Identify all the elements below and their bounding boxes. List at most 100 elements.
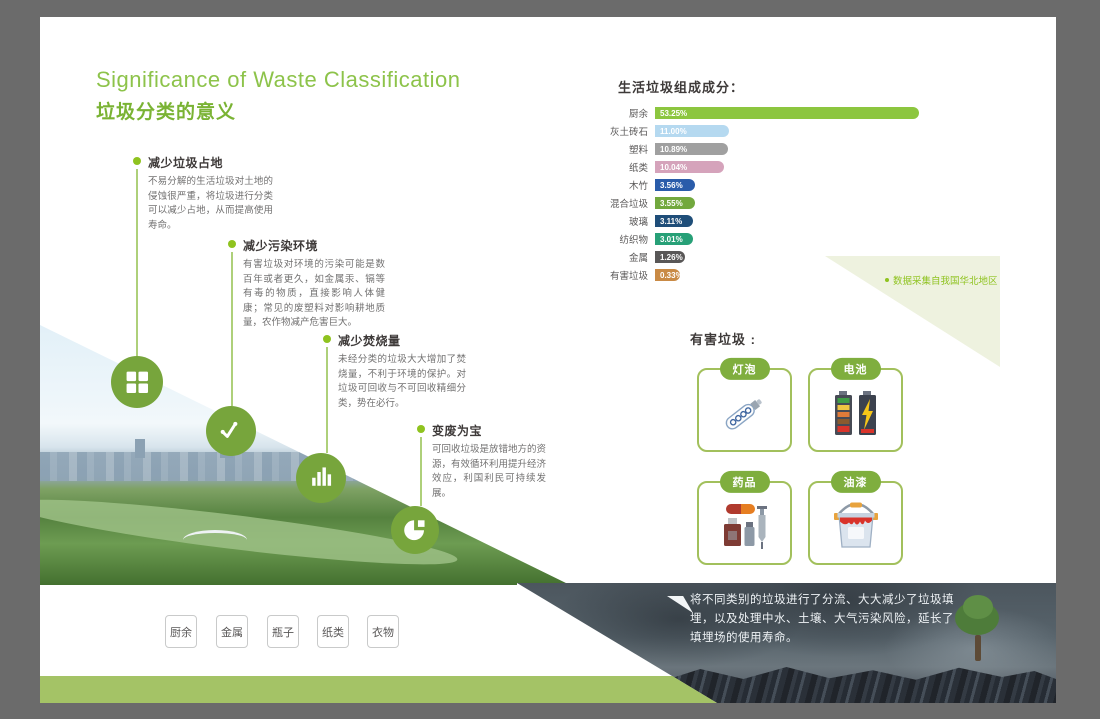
chart-row: 混合垃圾 3.55% xyxy=(578,197,919,210)
waste-composition-chart: 厨余 53.25% 灰土砖石 11.00% 塑料 10.89% 纸类 10.04… xyxy=(578,107,919,287)
chart-title: 生活垃圾组成成分： xyxy=(618,80,745,95)
timeline-body: 可回收垃圾是放错地方的资源，有效循环利用提升经济效应，利国利民可持续发展。 xyxy=(432,444,547,499)
battery-icon xyxy=(834,391,876,436)
chart-row: 有害垃圾 0.33% xyxy=(578,269,919,282)
timeline-line xyxy=(136,169,138,357)
bar-value: 3.11% xyxy=(660,216,683,226)
chart-row: 金属 1.26% xyxy=(578,251,919,264)
chart-row: 玻璃 3.11% xyxy=(578,215,919,228)
tag-kitchen-waste: 厨余 xyxy=(165,615,197,648)
bar: 3.11% xyxy=(655,215,693,227)
building-shape xyxy=(135,439,146,458)
chart-row: 纺织物 3.01% xyxy=(578,233,919,246)
card-label: 药品 xyxy=(719,470,770,493)
bar-value: 10.89% xyxy=(660,144,688,154)
timeline-circle-1 xyxy=(111,356,163,408)
tag-label: 瓶子 xyxy=(272,626,294,639)
timeline-circle-4 xyxy=(391,506,439,554)
bar-label: 金属 xyxy=(628,253,648,264)
timeline-line xyxy=(231,252,233,406)
bar: 3.56% xyxy=(655,179,695,191)
bar: 11.00% xyxy=(655,125,729,137)
bar-value: 3.01% xyxy=(660,234,683,244)
timeline-dot xyxy=(417,425,425,433)
bar-value: 11.00% xyxy=(660,126,687,136)
bar-label: 木竹 xyxy=(628,181,648,192)
hazard-section-title: 有害垃圾 : xyxy=(690,332,756,347)
trend-line-icon xyxy=(220,422,238,439)
bar: 53.25% xyxy=(655,107,919,119)
chart-row: 纸类 10.04% xyxy=(578,161,919,174)
tag-label: 纸类 xyxy=(322,626,344,639)
tree-trunk xyxy=(975,635,981,661)
bar-value: 53.25% xyxy=(660,108,688,118)
hazard-card-medicine: 药品 xyxy=(697,470,792,565)
bar-label: 塑料 xyxy=(628,145,648,156)
chart-row: 木竹 3.56% xyxy=(578,179,919,192)
timeline-body: 未经分类的垃圾大大增加了焚烧量，不利于环境的保护。对垃圾可回收与不可回收精细分类… xyxy=(338,354,466,409)
medicine-icon xyxy=(723,504,767,550)
tag-bottle: 瓶子 xyxy=(267,615,299,648)
poster-title-chinese: 垃圾分类的意义 xyxy=(96,102,237,123)
bar-label: 纺织物 xyxy=(619,235,648,246)
footer-caption: 将不同类别的垃圾进行了分流、大大减少了垃圾填埋，以及处理中水、土壤、大气污染风险… xyxy=(690,594,954,644)
bar-label: 有害垃圾 xyxy=(609,271,648,282)
tag-paper: 纸类 xyxy=(317,615,349,648)
chart-row: 厨余 53.25% xyxy=(578,107,919,120)
timeline-line xyxy=(420,437,422,506)
bar-label: 灰土砖石 xyxy=(609,127,648,138)
bar: 3.01% xyxy=(655,233,693,245)
bar: 0.33% xyxy=(655,269,683,281)
bar-label: 厨余 xyxy=(628,109,648,120)
hazard-card-paint: 油漆 xyxy=(808,470,903,565)
timeline-circle-2 xyxy=(206,406,256,456)
chart-data-source-note: 数据采集自我国华北地区 xyxy=(885,273,998,287)
hazard-card-bulb: 灯泡 xyxy=(697,357,792,452)
chart-row: 塑料 10.89% xyxy=(578,143,919,156)
bar-chart-icon xyxy=(312,467,332,487)
bullet-dot-icon xyxy=(885,278,889,282)
timeline-line xyxy=(326,347,328,453)
pie-chart-icon xyxy=(403,520,425,540)
tree-canopy-highlight xyxy=(963,595,993,619)
bar-value: 0.33% xyxy=(660,270,683,280)
tag-label: 衣物 xyxy=(372,626,394,639)
bar: 10.89% xyxy=(655,143,728,155)
card-label: 油漆 xyxy=(830,470,881,493)
timeline-item-4: 变废为宝 可回收垃圾是放错地方的资源，有效循环利用提升经济效应，利国利民可持续发… xyxy=(432,422,546,501)
bar-value: 1.26% xyxy=(660,252,683,262)
bridge-shape xyxy=(183,530,248,550)
bar-value: 3.56% xyxy=(660,180,683,190)
timeline-circle-3 xyxy=(296,453,346,503)
grid-icon xyxy=(126,371,148,393)
bar: 10.04% xyxy=(655,161,724,173)
bar-label: 混合垃圾 xyxy=(609,199,648,210)
poster-page: Significance of Waste Classification 垃圾分… xyxy=(40,17,1056,703)
bar-value: 3.55% xyxy=(660,198,683,208)
tag-metal: 金属 xyxy=(216,615,248,648)
bulb-icon xyxy=(725,399,762,430)
bar: 3.55% xyxy=(655,197,695,209)
timeline-heading: 减少垃圾占地 xyxy=(148,156,224,170)
chart-row: 灰土砖石 11.00% xyxy=(578,125,919,138)
hazard-card-battery: 电池 xyxy=(808,357,903,452)
bar: 1.26% xyxy=(655,251,685,263)
bar-label: 玻璃 xyxy=(628,217,648,228)
timeline-body: 不易分解的生活垃圾对土地的侵蚀很严重，将垃圾进行分类可以减少占地，从而提高使用寿… xyxy=(148,176,273,231)
card-label: 灯泡 xyxy=(719,357,770,380)
tag-label: 厨余 xyxy=(170,626,192,639)
timeline-item-2: 减少污染环境 有害垃圾对环境的污染可能是数百年或者更久，如金属汞、镉等有毒的物质… xyxy=(243,237,385,331)
bar-value: 10.04% xyxy=(660,162,688,172)
note-text: 数据采集自我国华北地区 xyxy=(893,276,998,287)
card-label: 电池 xyxy=(830,357,881,380)
timeline-item-1: 减少垃圾占地 不易分解的生活垃圾对土地的侵蚀很严重，将垃圾进行分类可以减少占地，… xyxy=(148,154,273,233)
bottom-green-bar xyxy=(40,676,717,703)
poster-title-english: Significance of Waste Classification xyxy=(96,67,461,92)
timeline-dot xyxy=(228,240,236,248)
timeline-heading: 减少污染环境 xyxy=(243,239,319,253)
paint-icon xyxy=(833,502,878,548)
tag-label: 金属 xyxy=(221,626,243,639)
timeline-heading: 变废为宝 xyxy=(432,424,483,438)
timeline-item-3: 减少焚烧量 未经分类的垃圾大大增加了焚烧量，不利于环境的保护。对垃圾可回收与不可… xyxy=(338,332,466,411)
timeline-dot xyxy=(323,335,331,343)
